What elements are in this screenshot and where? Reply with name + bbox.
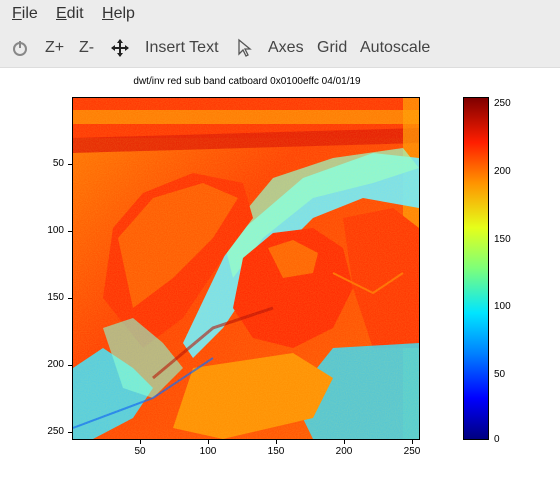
plot-canvas[interactable]: dwt/inv red sub band catboard 0x0100effc… <box>0 68 560 488</box>
y-tick-label: 100 <box>34 225 64 236</box>
insert-text-button[interactable]: Insert Text <box>145 38 219 58</box>
x-tick-label: 100 <box>193 446 223 457</box>
x-tick-label: 50 <box>125 446 155 457</box>
x-tick-mark <box>140 440 141 444</box>
x-tick-mark <box>412 440 413 444</box>
menu-file-accel: F <box>12 5 22 22</box>
colorbar-tick-label: 150 <box>494 234 511 245</box>
x-tick-label: 150 <box>261 446 291 457</box>
toolbar: Z+ Z- Insert Text Axes Grid Autoscale <box>0 30 560 68</box>
x-tick-label: 250 <box>397 446 427 457</box>
menu-edit[interactable]: Edit <box>56 5 84 23</box>
colorbar-tick-label: 250 <box>494 98 511 109</box>
heatmap-image <box>73 98 419 439</box>
y-tick-label: 50 <box>34 158 64 169</box>
menu-help-label: elp <box>114 5 135 22</box>
y-tick-label: 150 <box>34 292 64 303</box>
y-tick-mark <box>68 164 72 165</box>
menu-help-accel: H <box>102 5 114 22</box>
grid-button[interactable]: Grid <box>317 38 347 58</box>
x-tick-label: 200 <box>329 446 359 457</box>
zoom-out-button[interactable]: Z- <box>79 38 94 58</box>
autoscale-button[interactable]: Autoscale <box>360 38 430 58</box>
y-tick-mark <box>68 298 72 299</box>
y-tick-mark <box>68 231 72 232</box>
colorbar-tick-label: 100 <box>494 301 511 312</box>
y-tick-label: 250 <box>34 426 64 437</box>
move-arrows-icon[interactable] <box>110 38 130 58</box>
reset-icon[interactable] <box>10 38 30 58</box>
y-tick-label: 200 <box>34 359 64 370</box>
plot-title: dwt/inv red sub band catboard 0x0100effc… <box>72 76 422 87</box>
x-tick-mark <box>276 440 277 444</box>
zoom-in-button[interactable]: Z+ <box>45 38 64 58</box>
axes-button[interactable]: Axes <box>268 38 304 58</box>
menu-file[interactable]: File <box>12 5 38 23</box>
x-tick-mark <box>208 440 209 444</box>
x-tick-mark <box>344 440 345 444</box>
colorbar <box>463 97 489 440</box>
colorbar-tick-label: 50 <box>494 369 505 380</box>
menu-bar: File Edit Help <box>0 0 560 30</box>
menu-edit-accel: E <box>56 5 67 22</box>
menu-file-label: ile <box>22 5 38 22</box>
colorbar-tick-label: 0 <box>494 434 500 445</box>
y-tick-mark <box>68 365 72 366</box>
menu-help[interactable]: Help <box>102 5 135 23</box>
colorbar-tick-label: 200 <box>494 166 511 177</box>
menu-edit-label: dit <box>67 5 84 22</box>
y-tick-mark <box>68 432 72 433</box>
pointer-icon[interactable] <box>235 38 255 58</box>
image-axes[interactable] <box>72 97 420 440</box>
